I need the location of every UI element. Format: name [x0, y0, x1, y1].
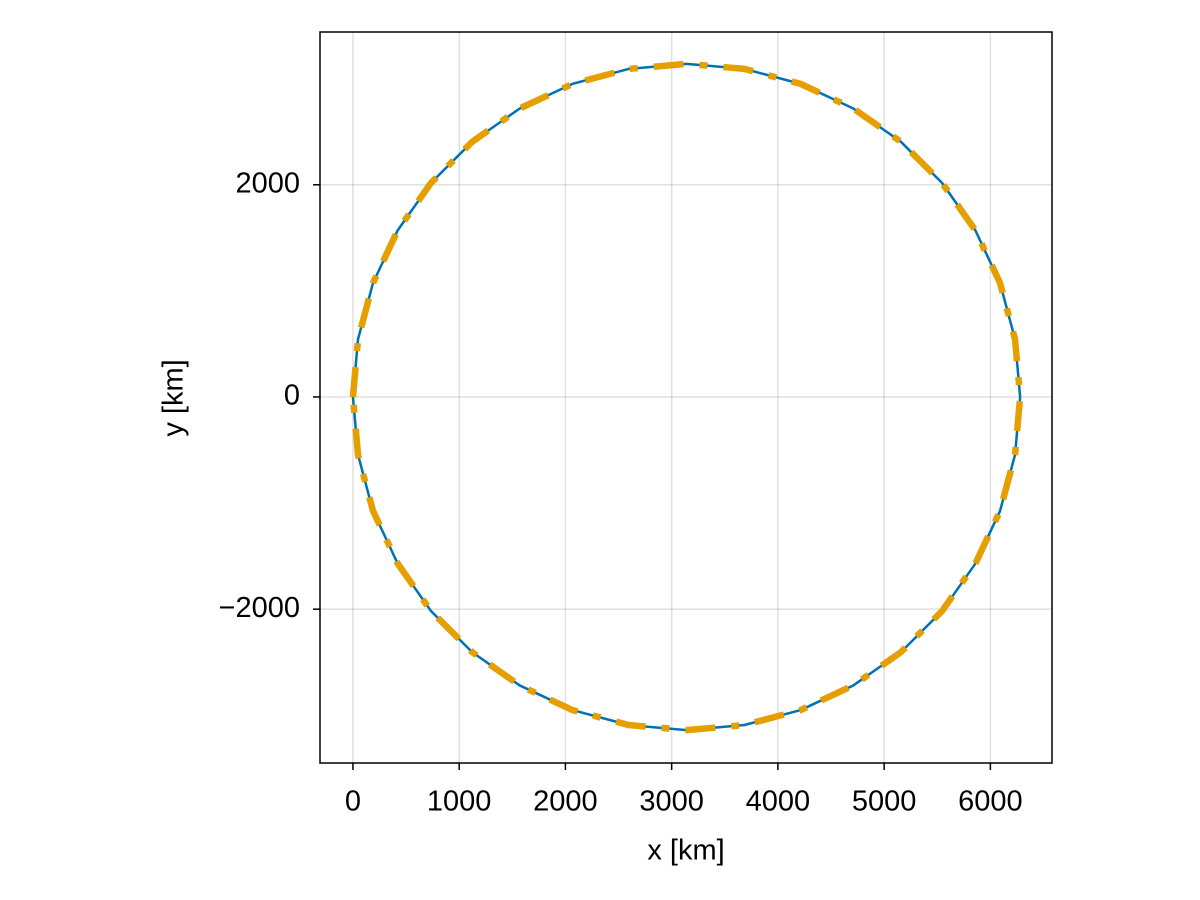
y-tick-label: 2000: [235, 167, 300, 199]
series-line: [351, 62, 1022, 732]
x-tick-label: 0: [345, 786, 361, 818]
x-tick-label: 1000: [427, 786, 492, 818]
x-axis-label: x [km]: [647, 835, 724, 867]
x-tick-label: 6000: [958, 786, 1023, 818]
x-tick-label: 3000: [639, 786, 704, 818]
x-tick-label: 5000: [852, 786, 917, 818]
y-tick-label: −2000: [219, 592, 300, 624]
x-tick-label: 4000: [746, 786, 811, 818]
x-tick-label: 2000: [533, 786, 598, 818]
y-axis-label: y [km]: [158, 359, 190, 436]
y-tick-label: 0: [284, 380, 300, 412]
